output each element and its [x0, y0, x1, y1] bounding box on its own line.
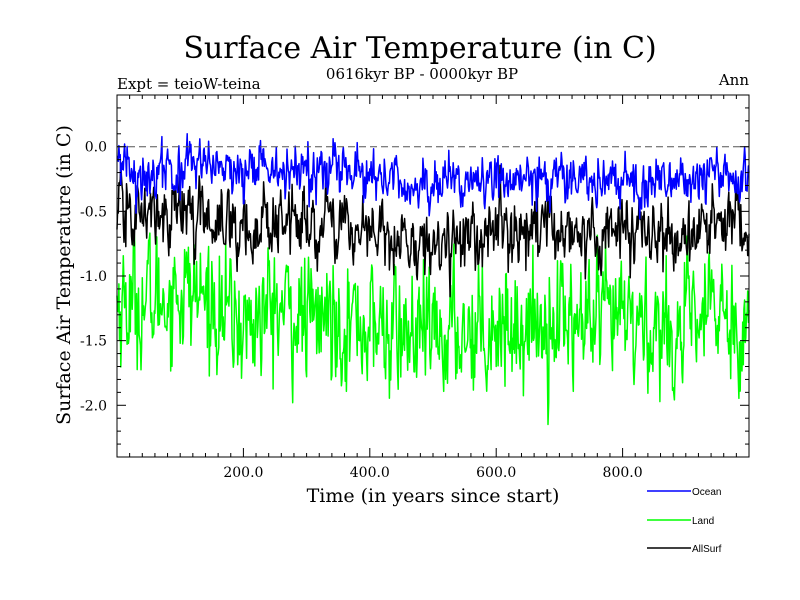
legend-label-allsurf: AllSurf [692, 544, 722, 555]
axes-layer: 200.0 400.0 600.0 800.0 0.0 -0.5 -1.0 -1.5 -2.0 [80, 95, 749, 481]
chart-subtitle: 0616kyr BP - 0000kyr BP [326, 65, 518, 83]
x-tick-label: 800.0 [603, 465, 643, 481]
y-tick-label: 0.0 [85, 140, 107, 156]
x-axis-label: Time (in years since start) [307, 485, 560, 507]
series-line-allsurf [116, 162, 750, 298]
y-tick-label: -1.0 [80, 269, 107, 285]
experiment-label: Expt = teioW-teina [117, 75, 261, 93]
legend: Ocean Land AllSurf [647, 487, 722, 555]
y-tick-label: -1.5 [80, 334, 107, 350]
x-tick-label: 400.0 [350, 465, 390, 481]
series-line-land [116, 229, 750, 426]
season-label: Ann [718, 71, 749, 89]
x-tick-label: 200.0 [223, 465, 263, 481]
chart-title: Surface Air Temperature (in C) [183, 31, 656, 66]
series-layer [116, 133, 750, 426]
series-line-ocean [116, 133, 750, 220]
y-tick-label: -2.0 [80, 398, 107, 414]
y-tick-label: -0.5 [80, 204, 107, 220]
plot-frame [116, 94, 750, 458]
y-axis-label: Surface Air Temperature (in C) [53, 125, 75, 425]
x-tick-label: 600.0 [476, 465, 516, 481]
legend-label-ocean: Ocean [692, 487, 721, 498]
legend-label-land: Land [692, 516, 714, 527]
